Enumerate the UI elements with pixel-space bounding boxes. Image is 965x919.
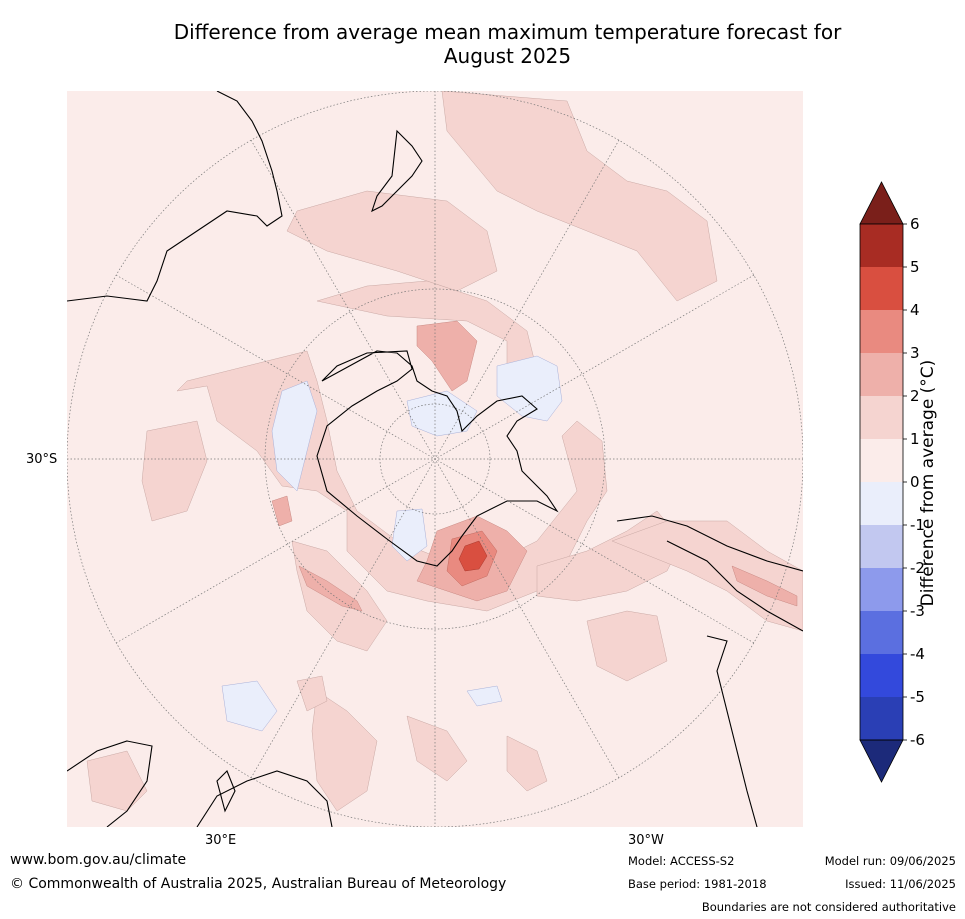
colorbar-extend-min — [859, 739, 904, 783]
map-panel[interactable] — [67, 91, 803, 827]
colorbar-band — [860, 697, 903, 740]
colorbar: 6 5 4 3 2 1 0 -1 -2 -3 -4 -5 -6 — [855, 180, 965, 790]
footer-base-period: Base period: 1981-2018 — [628, 877, 767, 891]
colorbar-band — [860, 396, 903, 439]
colorbar-band — [860, 482, 903, 525]
colorbar-band — [860, 525, 903, 568]
anomaly-4-5-regions — [458, 540, 488, 572]
colorbar-band — [860, 439, 903, 482]
south-america-coastline — [616, 515, 803, 827]
colorbar-tick-label: -2 — [910, 559, 925, 577]
colorbar-tick-label: 3 — [910, 344, 920, 362]
colorbar-tick-label: 4 — [910, 301, 920, 319]
lon-30w-label: 30°W — [628, 833, 664, 848]
colorbar-tick-label: -3 — [910, 602, 925, 620]
colorbar-tick-label: 6 — [910, 215, 920, 233]
colorbar-tick-label: 2 — [910, 387, 920, 405]
colorbar-extend-max — [859, 181, 904, 225]
title-line-1: Difference from average mean maximum tem… — [173, 20, 842, 44]
colorbar-band — [860, 353, 903, 396]
colorbar-label: Difference from average (°C) — [918, 359, 938, 607]
lon-30e-label: 30°E — [205, 833, 237, 848]
colorbar-tick-label: 1 — [910, 430, 920, 448]
colorbar-tick-label: -1 — [910, 516, 925, 534]
footer-url[interactable]: www.bom.gov.au/climate — [10, 852, 187, 868]
footer-model: Model: ACCESS-S2 — [628, 854, 735, 868]
colorbar-tick-label: 5 — [910, 258, 920, 276]
africa-coastline — [67, 740, 333, 827]
colorbar-band — [860, 267, 903, 310]
australia-coastline — [67, 91, 283, 302]
lat-30s-label: 30°S — [26, 452, 58, 467]
colorbar-band — [860, 224, 903, 267]
new-zealand-coastline — [371, 129, 423, 213]
antarctica-coastline — [316, 350, 559, 567]
footer-disclaimer: Boundaries are not considered authoritat… — [701, 900, 956, 914]
madagascar-coastline — [216, 770, 236, 813]
colorbar-tick-label: -5 — [910, 688, 925, 706]
footer-copyright: © Commonwealth of Australia 2025, Austra… — [10, 876, 507, 892]
colorbar-tick-label: -6 — [910, 731, 925, 749]
polar-map — [67, 91, 803, 827]
anomaly-0-neg1-regions — [221, 355, 563, 732]
coastlines — [67, 91, 803, 827]
colorbar-band — [860, 310, 903, 353]
colorbar-tick-label: 0 — [910, 473, 920, 491]
colorbar-band — [860, 654, 903, 697]
footer-model-run: Model run: 09/06/2025 — [824, 854, 956, 868]
colorbar-band — [860, 568, 903, 611]
colorbar-graphic: 6 5 4 3 2 1 0 -1 -2 -3 -4 -5 -6 — [859, 181, 925, 783]
graticule — [67, 91, 803, 827]
colorbar-tick-label: -4 — [910, 645, 925, 663]
map-title: Difference from average mean maximum tem… — [60, 20, 955, 68]
title-line-2: August 2025 — [443, 44, 572, 68]
colorbar-band — [860, 611, 903, 654]
footer-issued: Issued: 11/06/2025 — [845, 877, 956, 891]
